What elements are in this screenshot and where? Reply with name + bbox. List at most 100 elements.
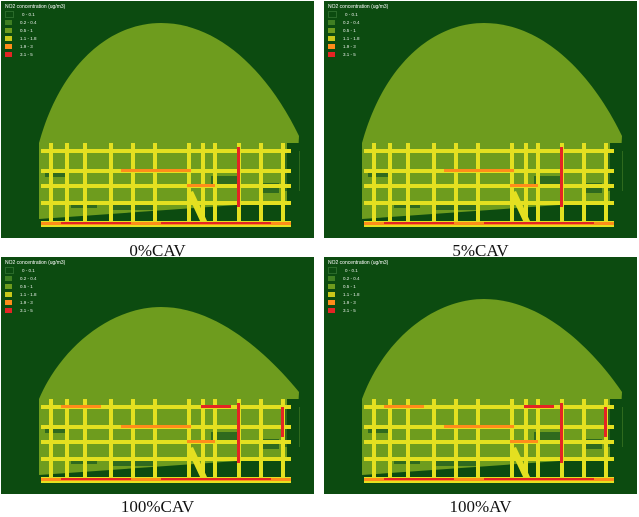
legend-label: 0 - 0.1 bbox=[345, 268, 358, 273]
legend-swatch bbox=[328, 36, 335, 41]
hotspot bbox=[524, 405, 554, 408]
legend-label: 0.2 - 0.4 bbox=[343, 276, 360, 281]
legend-swatch bbox=[328, 11, 337, 18]
legend-item: 0 - 0.1 bbox=[5, 11, 65, 18]
road-segment bbox=[41, 440, 291, 444]
hotspot bbox=[121, 169, 191, 172]
road-segment bbox=[582, 399, 586, 481]
hotspot bbox=[484, 478, 594, 480]
legend-item: 0.5 - 1 bbox=[328, 27, 388, 34]
road-segment bbox=[281, 399, 285, 481]
hotspot bbox=[161, 478, 271, 480]
legend-label: 3.1 - 5 bbox=[20, 308, 33, 313]
legend-item: 0.2 - 0.4 bbox=[5, 275, 65, 282]
road-segment bbox=[476, 143, 480, 225]
hotspot bbox=[484, 222, 594, 224]
concentration-map bbox=[362, 299, 623, 483]
legend-label: 0.2 - 0.4 bbox=[20, 20, 37, 25]
legend-swatch bbox=[328, 276, 335, 281]
concentration-map bbox=[362, 23, 623, 227]
legend-title: NO2 concentration (ug/m3) bbox=[328, 260, 389, 266]
road-segment bbox=[510, 191, 530, 223]
legend-swatch bbox=[5, 20, 12, 25]
legend-swatch bbox=[328, 308, 335, 313]
road-segment bbox=[131, 399, 135, 481]
map-panel-2: NO2 concentration (ug/m3) 0 - 0.1 0.2 - … bbox=[324, 1, 637, 238]
legend-swatch bbox=[5, 292, 12, 297]
map-panel-3: NO2 concentration (ug/m3) 0 - 0.1 0.2 - … bbox=[1, 257, 314, 494]
legend-item: 0 - 0.1 bbox=[5, 267, 65, 274]
legend: NO2 concentration (ug/m3) 0 - 0.1 0.2 - … bbox=[328, 260, 388, 314]
legend-item: 0.2 - 0.4 bbox=[328, 275, 388, 282]
legend-item: 0 - 0.1 bbox=[328, 11, 388, 18]
road-segment bbox=[153, 399, 157, 481]
hotspot bbox=[281, 407, 284, 437]
road-segment bbox=[388, 399, 392, 481]
road-segment bbox=[604, 143, 608, 225]
road-segment bbox=[49, 143, 53, 225]
low-concentration-patch bbox=[211, 176, 239, 184]
legend-item: 1.9 - 3 bbox=[328, 299, 388, 306]
road-segment bbox=[364, 457, 614, 461]
road-segment bbox=[41, 184, 291, 188]
legend-label: 1.9 - 3 bbox=[343, 300, 356, 305]
road-segment bbox=[604, 399, 608, 481]
road-segment bbox=[187, 191, 207, 223]
road-segment bbox=[388, 143, 392, 225]
hotspot bbox=[444, 169, 514, 172]
map-panel-1: NO2 concentration (ug/m3) 0 - 0.1 0.2 - … bbox=[1, 1, 314, 238]
road-segment bbox=[364, 405, 614, 409]
road-segment bbox=[406, 143, 410, 225]
road-segment bbox=[476, 399, 480, 481]
road-segment bbox=[364, 440, 614, 444]
hotspot bbox=[560, 403, 563, 463]
legend-label: 1.1 - 1.8 bbox=[20, 36, 37, 41]
road-segment bbox=[41, 201, 291, 205]
legend-item: 0 - 0.1 bbox=[328, 267, 388, 274]
low-concentration-patch bbox=[534, 176, 562, 184]
road-segment bbox=[187, 447, 207, 479]
legend-item: 0.5 - 1 bbox=[328, 283, 388, 290]
hotspot bbox=[384, 405, 424, 408]
legend-label: 1.9 - 3 bbox=[20, 300, 33, 305]
panel-caption: 5%CAV bbox=[452, 241, 509, 260]
legend-swatch bbox=[5, 52, 12, 57]
legend-item: 0.2 - 0.4 bbox=[5, 19, 65, 26]
panel-caption: 100%AV bbox=[449, 497, 512, 516]
road-segment bbox=[454, 399, 458, 481]
hotspot bbox=[187, 440, 215, 443]
hotspot bbox=[237, 403, 240, 463]
road-segment bbox=[259, 399, 263, 481]
legend-label: 3.1 - 5 bbox=[343, 52, 356, 57]
legend-label: 0.5 - 1 bbox=[20, 284, 33, 289]
legend-item: 1.9 - 3 bbox=[5, 299, 65, 306]
road-segment bbox=[364, 201, 614, 205]
legend-item: 0.5 - 1 bbox=[5, 27, 65, 34]
road-segment bbox=[109, 399, 113, 481]
road-segment bbox=[259, 143, 263, 225]
low-concentration-patch bbox=[534, 432, 562, 440]
legend-label: 0.5 - 1 bbox=[343, 284, 356, 289]
road-segment bbox=[65, 399, 69, 481]
low-concentration-patch bbox=[211, 432, 239, 440]
legend-swatch bbox=[328, 44, 335, 49]
road-segment bbox=[41, 457, 291, 461]
legend-swatch bbox=[328, 267, 337, 274]
hotspot bbox=[161, 222, 271, 224]
road-segment bbox=[41, 149, 291, 153]
road-segment bbox=[153, 143, 157, 225]
legend-item: 1.9 - 3 bbox=[5, 43, 65, 50]
legend-item: 0.2 - 0.4 bbox=[328, 19, 388, 26]
legend-swatch bbox=[328, 20, 335, 25]
legend-swatch bbox=[328, 292, 335, 297]
hotspot bbox=[61, 478, 131, 480]
legend-swatch bbox=[5, 300, 12, 305]
legend-swatch bbox=[5, 28, 12, 33]
road-segment bbox=[364, 149, 614, 153]
legend: NO2 concentration (ug/m3) 0 - 0.1 0.2 - … bbox=[328, 4, 388, 58]
road-segment bbox=[432, 143, 436, 225]
legend-swatch bbox=[5, 284, 12, 289]
legend-title: NO2 concentration (ug/m3) bbox=[5, 260, 66, 266]
hotspot bbox=[444, 425, 514, 428]
plume-area bbox=[362, 299, 622, 475]
